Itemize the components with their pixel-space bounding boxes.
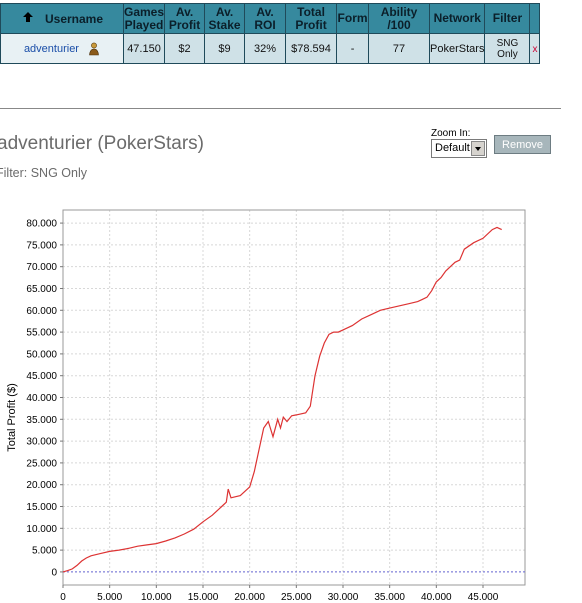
profit-chart: 0 5.000 10.000 15.000 20.000 25.000 30.000 35.0… <box>6 209 526 603</box>
y-tick-label: 60.000 <box>26 306 57 317</box>
zoom-select[interactable]: Default <box>431 139 487 158</box>
chart-grid <box>62 210 525 585</box>
divider <box>0 108 561 109</box>
zoom-label: Zoom In: <box>431 128 471 139</box>
x-tick-label: 5.000 <box>97 592 122 603</box>
dropdown-arrow-icon[interactable] <box>471 141 485 156</box>
x-tick-label: 25.000 <box>281 592 312 603</box>
y-tick-label: 80.000 <box>26 219 57 230</box>
av-stake-cell: $9 <box>204 33 246 64</box>
y-tick-label: 65.000 <box>26 284 57 295</box>
av-profit-header[interactable]: Av. Profit <box>164 3 206 34</box>
y-tick-label: 75.000 <box>26 240 57 251</box>
games-played-header[interactable]: Games Played <box>122 3 166 34</box>
filter-description: Filter: SNG Only <box>0 166 87 180</box>
table-header-row: Username Games Played Av. Profit Av. Stake … <box>0 3 541 34</box>
sort-arrow-icon[interactable] <box>21 11 35 26</box>
remove-row-icon[interactable]: x <box>532 43 538 55</box>
x-tick-label: 30.000 <box>328 592 359 603</box>
username-link[interactable]: adventurier <box>23 42 79 55</box>
x-tick-label: 15.000 <box>188 592 219 603</box>
games-played-cell: 47.150 <box>122 33 166 64</box>
total-profit-cell: $78.594 <box>285 33 338 64</box>
x-tick-label: 10.000 <box>141 592 172 603</box>
remove-row-cell[interactable]: x <box>529 33 541 64</box>
x-tick-label: 20.000 <box>234 592 265 603</box>
ability-header[interactable]: Ability /100 <box>368 3 431 34</box>
y-tick-label: 15.000 <box>26 502 57 513</box>
filter-cell: SNG Only <box>484 33 531 64</box>
av-roi-header[interactable]: Av. ROI <box>244 3 287 34</box>
series-line <box>62 226 502 573</box>
y-tick-label: 45.000 <box>26 371 57 382</box>
y-axis-label: Total Profit ($) <box>6 383 18 451</box>
player-icon <box>88 42 100 56</box>
x-tick-label: 45.000 <box>468 592 499 603</box>
y-tick-label: 40.000 <box>26 393 57 404</box>
filter-header[interactable]: Filter <box>484 3 531 34</box>
remove-button[interactable]: Remove <box>494 135 551 154</box>
x-tick-label: 0 <box>60 592 66 603</box>
table-row: adventurier 47.150 $2 $9 32% $78.594 - 7… <box>0 33 541 64</box>
x-tick-label: 35.000 <box>374 592 405 603</box>
y-tick-label: 70.000 <box>26 262 57 273</box>
y-tick-label: 55.000 <box>26 328 57 339</box>
player-title: adventurier (PokerStars) <box>0 133 204 154</box>
network-header[interactable]: Network <box>429 3 486 34</box>
av-profit-cell: $2 <box>164 33 206 64</box>
total-profit-header[interactable]: Total Profit <box>285 3 338 34</box>
x-tick-label: 40.000 <box>421 592 452 603</box>
username-header[interactable]: Username <box>0 3 124 34</box>
y-tick-label: 10.000 <box>26 524 57 535</box>
ability-cell: 77 <box>368 33 431 64</box>
y-tick-label: 0 <box>51 567 57 578</box>
y-tick-label: 20.000 <box>26 480 57 491</box>
x-tick-labels: 0 5.000 10.000 15.000 20.000 25.000 30.000 35.0… <box>60 585 499 603</box>
form-cell: - <box>336 33 370 64</box>
remove-header <box>529 3 541 34</box>
zoom-selected-value: Default <box>435 142 470 154</box>
y-tick-label: 30.000 <box>26 437 57 448</box>
y-tick-label: 35.000 <box>26 415 57 426</box>
av-roi-cell: 32% <box>244 33 287 64</box>
y-tick-label: 5.000 <box>32 546 57 557</box>
y-tick-label: 50.000 <box>26 349 57 360</box>
av-stake-header[interactable]: Av. Stake <box>204 3 246 34</box>
y-tick-labels: 0 5.000 10.000 15.000 20.000 25.000 30.000 35.0… <box>26 219 63 578</box>
username-cell: adventurier <box>0 33 124 64</box>
stats-table: Username Games Played Av. Profit Av. Stake … <box>0 3 541 64</box>
form-header[interactable]: Form <box>336 3 370 34</box>
network-cell: PokerStars <box>429 33 486 64</box>
y-tick-label: 25.000 <box>26 458 57 469</box>
